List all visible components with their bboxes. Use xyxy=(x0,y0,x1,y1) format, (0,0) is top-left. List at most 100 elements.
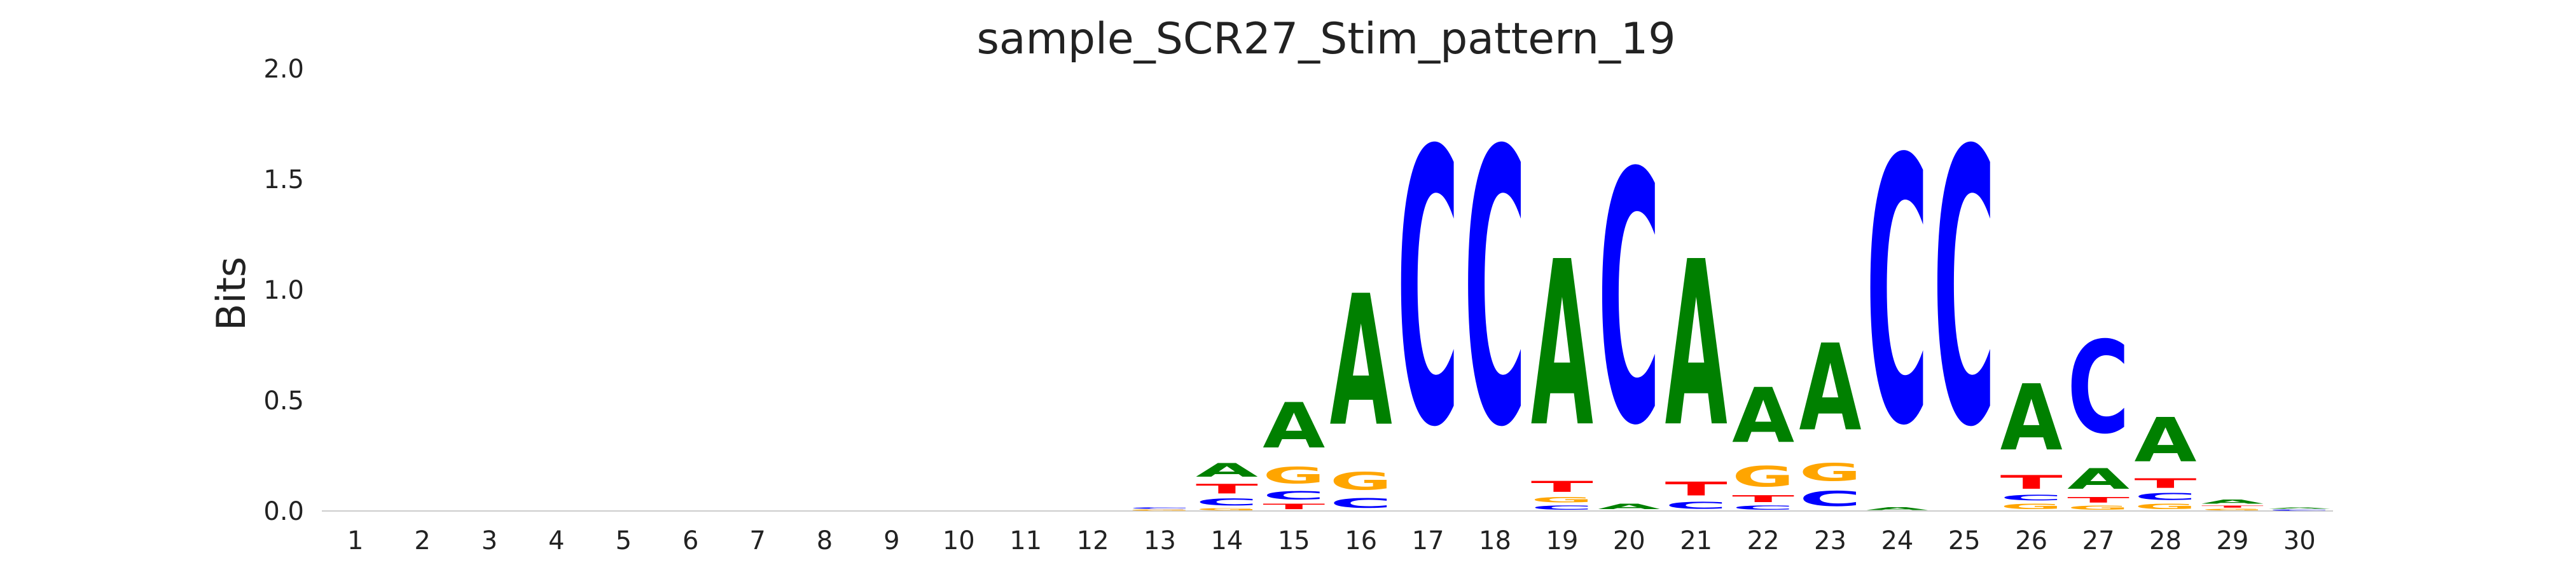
logo-letter-g: G xyxy=(1330,467,1392,496)
logo-letter-a: A xyxy=(1330,257,1392,466)
logo-letter-c: C xyxy=(1196,497,1258,508)
logo-letter-c: C xyxy=(2067,315,2129,462)
x-tick-label: 19 xyxy=(1546,526,1578,555)
logo-stack-29: GTA xyxy=(2201,498,2264,511)
x-tick-label: 22 xyxy=(1747,526,1780,555)
logo-letter-g: G xyxy=(1732,460,1794,493)
x-tick-label: 7 xyxy=(749,526,765,555)
x-tick-label: 11 xyxy=(1009,526,1042,555)
x-tick-label: 23 xyxy=(1814,526,1846,555)
logo-letter-t: T xyxy=(2201,505,2264,508)
x-tick-label: 30 xyxy=(2283,526,2316,555)
logo-letter-g: G xyxy=(2201,508,2264,511)
x-tick-label: 17 xyxy=(1412,526,1444,555)
logo-letter-g: G xyxy=(2000,502,2063,511)
chart-title: sample_SCR27_Stim_pattern_19 xyxy=(977,14,1676,64)
logo-letter-c: C xyxy=(1531,505,1593,511)
logo-letter-g: G xyxy=(2134,502,2196,511)
logo-letter-c: C xyxy=(2268,509,2330,511)
logo-letter-a: A xyxy=(2268,507,2330,509)
x-tick-label: 3 xyxy=(481,526,497,555)
x-tick-label: 13 xyxy=(1144,526,1176,555)
x-tick-label: 10 xyxy=(943,526,975,555)
logo-letter-c: C xyxy=(1598,100,1660,501)
logo-letter-c: C xyxy=(1933,72,1995,510)
logo-letter-g: G xyxy=(1799,458,1861,487)
x-tick-label: 28 xyxy=(2149,526,2182,555)
y-tick-label: 2.0 xyxy=(263,55,304,84)
logo-letter-a: A xyxy=(1866,507,1929,511)
logo-stack-20: AC xyxy=(1598,100,1661,511)
logo-stack-24: AC xyxy=(1866,83,1929,511)
logo-letter-c: C xyxy=(1866,83,1929,505)
x-tick-label: 12 xyxy=(1077,526,1109,555)
logo-letter-c: C xyxy=(1128,507,1191,509)
logo-letter-t: T xyxy=(1263,502,1325,511)
logo-letter-a: A xyxy=(1263,390,1325,462)
logo-letter-c: C xyxy=(1732,505,1794,511)
logo-letter-t: T xyxy=(2134,476,2196,491)
logo-letter-g: G xyxy=(2067,505,2129,511)
y-tick-label: 1.0 xyxy=(263,276,304,305)
logo-letter-c: C xyxy=(1330,496,1392,511)
x-tick-label: 27 xyxy=(2082,526,2115,555)
logo-stack-13: GC xyxy=(1128,507,1191,511)
x-tick-label: 26 xyxy=(2015,526,2047,555)
logo-letter-c: C xyxy=(2000,493,2063,502)
logo-letter-a: A xyxy=(1531,214,1594,478)
logo-letter-t: T xyxy=(1665,478,1728,500)
x-tick-label: 29 xyxy=(2216,526,2248,555)
x-tick-label: 18 xyxy=(1479,526,1511,555)
x-tick-label: 16 xyxy=(1345,526,1377,555)
logo-stack-25: C xyxy=(1933,72,1995,510)
logo-letter-a: A xyxy=(1799,319,1861,458)
logo-stack-16: CGA xyxy=(1330,257,1392,511)
logo-letter-t: T xyxy=(2067,496,2129,505)
logo-letter-a: A xyxy=(1598,502,1661,511)
logo-letter-a: A xyxy=(1732,372,1794,460)
y-axis-ticks: 0.0 0.5 1.0 1.5 2.0 xyxy=(263,55,304,526)
logo-letter-c: C xyxy=(1799,487,1861,511)
x-tick-label: 5 xyxy=(616,526,632,555)
logo-letter-g: G xyxy=(1263,462,1325,489)
x-axis-ticks: 1 2 3 4 5 6 7 8 9 10 11 12 13 14 15 16 17 18 19 20 21 22 23 24 2… xyxy=(347,526,2316,555)
x-tick-label: 8 xyxy=(817,526,833,555)
logo-stack-23: CGA xyxy=(1799,319,1861,511)
x-tick-label: 24 xyxy=(1881,526,1913,555)
logo-stack-30: CA xyxy=(2268,507,2330,511)
logo-letter-a: A xyxy=(2000,365,2063,471)
logo-letter-t: T xyxy=(1732,493,1794,504)
logo-letter-a: A xyxy=(1665,214,1728,478)
logo-letter-c: C xyxy=(1464,72,1526,510)
logo-letter-a: A xyxy=(2201,498,2264,505)
logo-letter-a: A xyxy=(1196,459,1258,481)
logo-letter-c: C xyxy=(2134,491,2196,502)
logo-stack-21: CTA xyxy=(1665,214,1728,511)
x-tick-label: 15 xyxy=(1278,526,1310,555)
logo-stack-17: C xyxy=(1397,72,1459,510)
x-tick-label: 14 xyxy=(1210,526,1243,555)
logo-letter-a: A xyxy=(2067,463,2129,496)
logo-letter-g: G xyxy=(1196,508,1258,511)
y-axis-title: Bits xyxy=(208,257,254,330)
x-tick-label: 21 xyxy=(1680,526,1712,555)
x-tick-label: 25 xyxy=(1948,526,1981,555)
y-tick-label: 1.5 xyxy=(263,165,304,194)
x-tick-label: 6 xyxy=(682,526,698,555)
x-tick-label: 20 xyxy=(1613,526,1645,555)
logo-letter-g: G xyxy=(1531,496,1593,505)
y-tick-label: 0.5 xyxy=(263,386,304,416)
logo-letter-c: C xyxy=(1397,72,1459,510)
logo-letter-c: C xyxy=(1263,489,1325,503)
logo-letter-t: T xyxy=(1196,481,1258,496)
x-tick-label: 1 xyxy=(347,526,363,555)
x-tick-label: 4 xyxy=(548,526,564,555)
logo-letter-t: T xyxy=(1531,478,1593,496)
